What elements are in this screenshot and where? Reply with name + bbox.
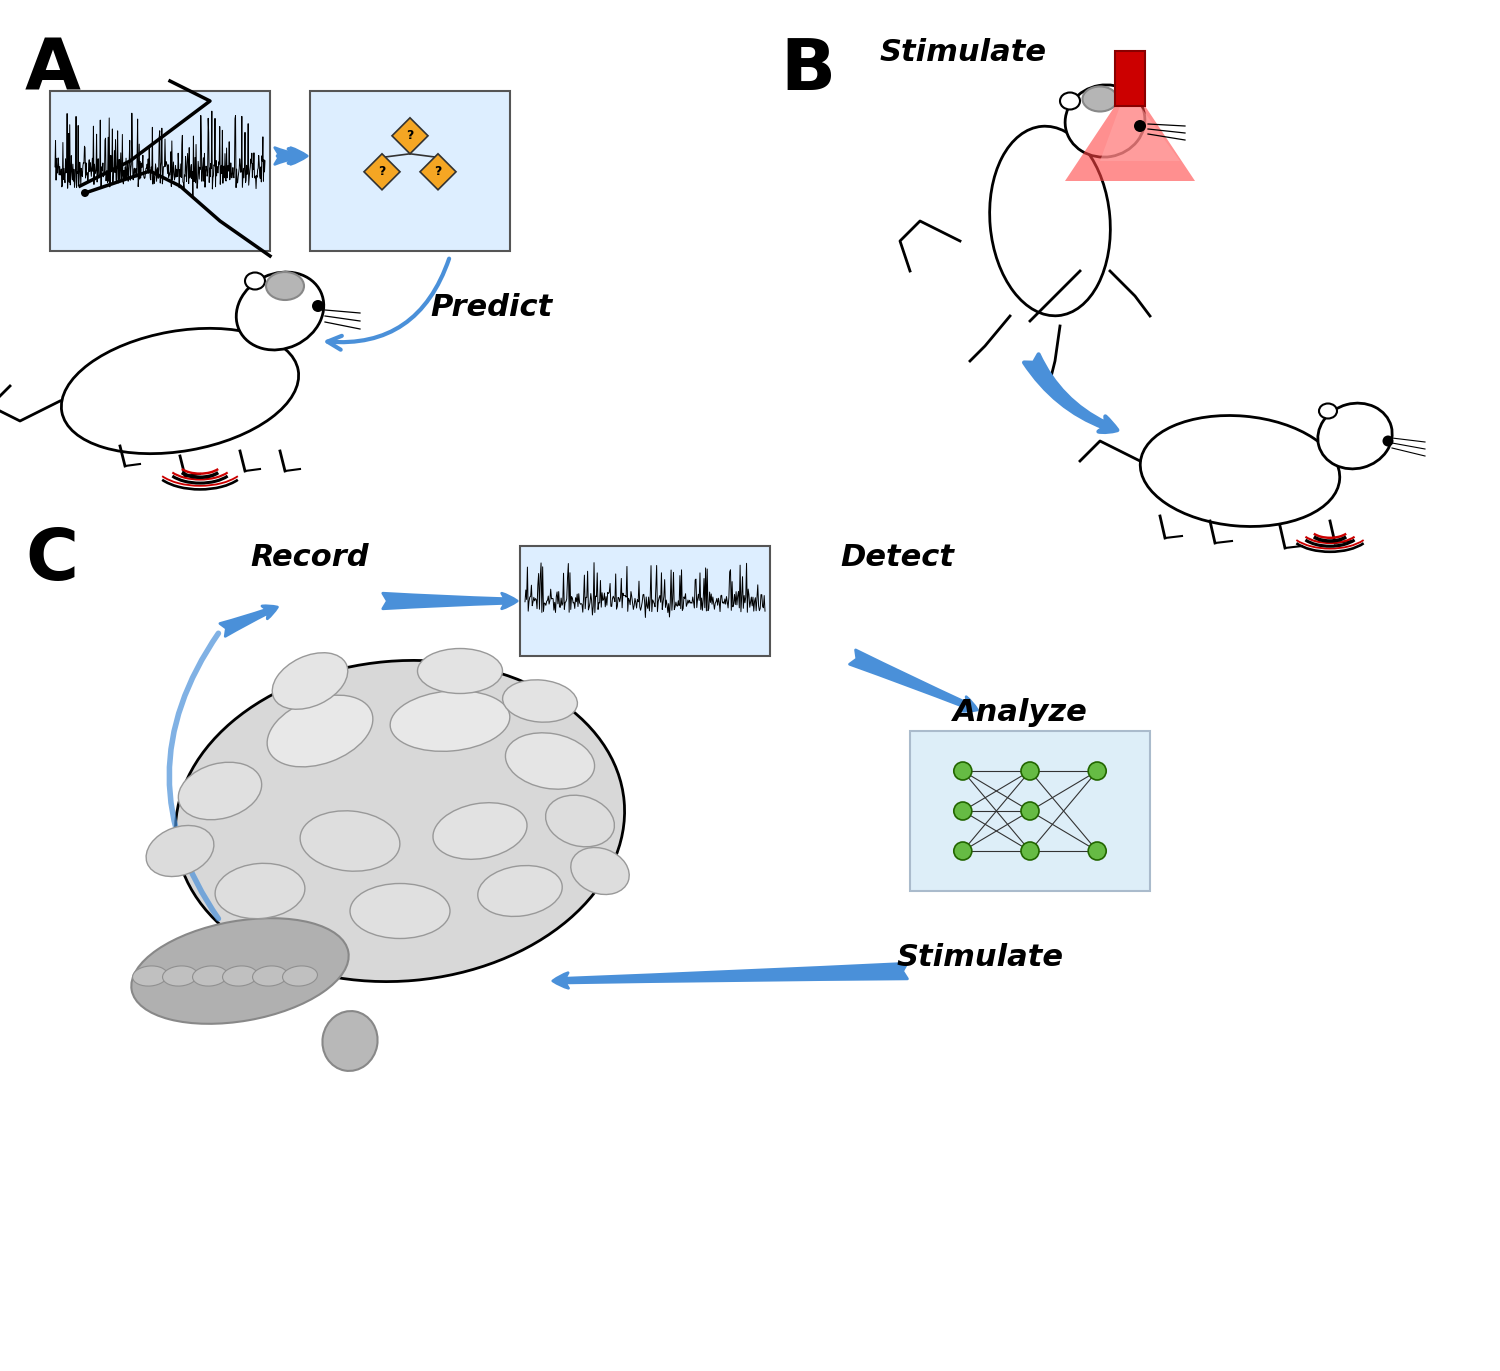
Circle shape [954, 762, 972, 780]
Ellipse shape [300, 810, 400, 871]
Ellipse shape [222, 967, 258, 986]
Circle shape [1022, 762, 1040, 780]
Ellipse shape [252, 967, 288, 986]
Ellipse shape [178, 762, 261, 820]
Ellipse shape [390, 691, 510, 751]
Ellipse shape [236, 271, 324, 350]
Text: A: A [26, 36, 81, 106]
Ellipse shape [322, 1010, 378, 1071]
Ellipse shape [433, 802, 526, 860]
Ellipse shape [282, 967, 318, 986]
Circle shape [954, 802, 972, 820]
Ellipse shape [1083, 86, 1118, 111]
Circle shape [1088, 762, 1106, 780]
Ellipse shape [478, 865, 562, 916]
Text: ?: ? [435, 166, 441, 178]
Polygon shape [1065, 106, 1196, 181]
Polygon shape [420, 154, 456, 189]
FancyArrowPatch shape [170, 633, 219, 919]
Polygon shape [364, 154, 400, 189]
Text: B: B [780, 36, 836, 106]
Ellipse shape [132, 967, 168, 986]
Circle shape [1022, 802, 1040, 820]
Text: Stimulate: Stimulate [880, 38, 1047, 67]
Ellipse shape [506, 733, 594, 790]
Ellipse shape [1318, 403, 1336, 418]
FancyArrowPatch shape [327, 259, 448, 350]
Ellipse shape [176, 661, 624, 982]
Ellipse shape [214, 864, 304, 919]
Text: C: C [26, 526, 78, 595]
FancyArrowPatch shape [1024, 354, 1118, 432]
Text: Analyze: Analyze [952, 698, 1088, 727]
Ellipse shape [62, 328, 298, 454]
Text: Predict: Predict [430, 293, 552, 322]
Text: Record: Record [251, 543, 369, 572]
FancyBboxPatch shape [310, 90, 510, 251]
Ellipse shape [572, 847, 628, 894]
Circle shape [81, 189, 88, 197]
Ellipse shape [272, 653, 348, 709]
Text: ?: ? [406, 129, 414, 143]
FancyBboxPatch shape [520, 546, 770, 655]
Circle shape [1134, 121, 1146, 132]
Text: ?: ? [378, 166, 386, 178]
Text: Detect: Detect [840, 543, 954, 572]
Ellipse shape [503, 680, 578, 723]
Ellipse shape [350, 883, 450, 939]
Circle shape [1088, 842, 1106, 860]
Ellipse shape [990, 126, 1110, 315]
Ellipse shape [417, 648, 503, 694]
Ellipse shape [146, 825, 214, 876]
Circle shape [954, 842, 972, 860]
Ellipse shape [1065, 85, 1144, 158]
Circle shape [1022, 842, 1040, 860]
FancyBboxPatch shape [910, 731, 1150, 891]
Text: Stimulate: Stimulate [897, 943, 1064, 972]
Ellipse shape [162, 967, 198, 986]
Bar [1114, 51, 1144, 106]
Ellipse shape [546, 795, 615, 847]
Ellipse shape [1318, 403, 1392, 469]
Circle shape [1383, 436, 1394, 447]
Ellipse shape [267, 695, 374, 766]
Ellipse shape [192, 967, 228, 986]
Circle shape [312, 300, 324, 313]
Ellipse shape [1140, 415, 1340, 526]
Polygon shape [1100, 106, 1180, 160]
Ellipse shape [1060, 92, 1080, 110]
Ellipse shape [266, 271, 305, 300]
Ellipse shape [132, 919, 348, 1024]
Ellipse shape [244, 273, 266, 289]
Polygon shape [392, 118, 427, 154]
FancyBboxPatch shape [50, 90, 270, 251]
